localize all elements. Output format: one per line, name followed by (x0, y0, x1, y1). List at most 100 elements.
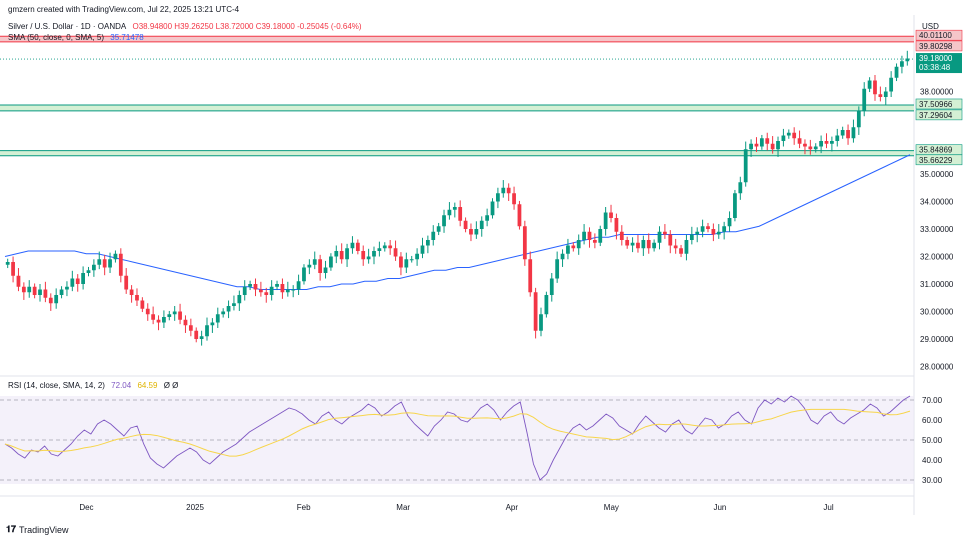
candle[interactable] (883, 91, 888, 98)
rsi-legend[interactable]: RSI (14, close, SMA, 14, 2) 72.04 64.59 … (8, 381, 182, 390)
candle[interactable] (118, 253, 123, 276)
candle[interactable] (43, 289, 48, 298)
candle[interactable] (21, 286, 26, 293)
candle[interactable] (512, 193, 516, 205)
candle[interactable] (603, 212, 608, 230)
candle[interactable] (501, 187, 506, 194)
candle[interactable] (404, 259, 409, 268)
candle[interactable] (652, 242, 657, 249)
candle[interactable] (668, 234, 673, 246)
support-zone[interactable] (0, 150, 914, 156)
candle[interactable] (124, 275, 129, 290)
tradingview-logo[interactable]: 𝟏𝟕 TradingView (6, 524, 69, 535)
candle[interactable] (560, 253, 565, 260)
candle[interactable] (32, 286, 37, 295)
candle[interactable] (743, 149, 748, 183)
candle[interactable] (856, 110, 861, 128)
candle[interactable] (205, 325, 209, 337)
candle[interactable] (59, 289, 64, 296)
candle[interactable] (140, 300, 145, 309)
candle[interactable] (781, 135, 786, 142)
candle[interactable] (889, 77, 894, 92)
candle[interactable] (312, 259, 317, 265)
candle[interactable] (689, 234, 694, 241)
sma-line[interactable] (4, 154, 911, 290)
candle[interactable] (399, 256, 403, 268)
candle[interactable] (813, 146, 818, 150)
candle[interactable] (232, 303, 236, 306)
candle[interactable] (318, 259, 323, 273)
candle[interactable] (307, 264, 312, 268)
candle[interactable] (296, 281, 301, 290)
candle[interactable] (716, 231, 721, 235)
candle[interactable] (679, 248, 683, 254)
candle[interactable] (738, 182, 743, 194)
candle[interactable] (210, 322, 215, 326)
candle[interactable] (393, 248, 398, 257)
candle[interactable] (329, 256, 333, 268)
candle[interactable] (646, 240, 651, 249)
candle[interactable] (425, 240, 430, 246)
candle[interactable] (776, 141, 780, 150)
candle[interactable] (285, 289, 290, 293)
candle[interactable] (840, 130, 845, 136)
candle[interactable] (770, 143, 775, 150)
candle[interactable] (835, 135, 840, 142)
candle[interactable] (517, 204, 522, 227)
candle[interactable] (334, 251, 339, 257)
candle[interactable] (549, 278, 554, 296)
candle[interactable] (135, 295, 139, 301)
candle[interactable] (436, 226, 441, 232)
candle[interactable] (70, 278, 75, 287)
candle[interactable] (706, 226, 710, 229)
candle[interactable] (571, 245, 576, 249)
candle[interactable] (65, 286, 69, 290)
candle[interactable] (830, 141, 834, 144)
candle[interactable] (215, 314, 220, 323)
candle[interactable] (846, 130, 850, 139)
candle[interactable] (302, 267, 306, 282)
candle[interactable] (54, 295, 59, 304)
candle[interactable] (366, 256, 371, 260)
candle[interactable] (576, 240, 581, 249)
candle[interactable] (544, 295, 549, 315)
candle[interactable] (269, 286, 274, 295)
candle[interactable] (5, 262, 10, 265)
candle[interactable] (388, 245, 393, 249)
candle[interactable] (242, 286, 247, 295)
candle[interactable] (630, 242, 635, 246)
candle[interactable] (803, 143, 807, 147)
candle[interactable] (108, 259, 112, 268)
candle[interactable] (372, 251, 376, 257)
candle[interactable] (275, 284, 279, 287)
candle[interactable] (162, 317, 166, 323)
candle[interactable] (539, 314, 543, 331)
candle[interactable] (522, 226, 527, 260)
candle[interactable] (808, 146, 813, 150)
candle[interactable] (765, 138, 770, 144)
candle[interactable] (102, 259, 107, 268)
candle[interactable] (609, 212, 613, 219)
candle[interactable] (663, 231, 667, 235)
candle[interactable] (16, 275, 21, 287)
candle[interactable] (194, 330, 199, 339)
rsi-sma-line[interactable] (4, 408, 911, 457)
candle[interactable] (905, 58, 910, 62)
candle[interactable] (442, 215, 446, 227)
candle[interactable] (97, 259, 102, 265)
candle[interactable] (636, 242, 640, 249)
candle[interactable] (625, 240, 630, 246)
candle[interactable] (458, 207, 463, 221)
candle[interactable] (598, 229, 603, 243)
candle[interactable] (619, 231, 624, 240)
candle[interactable] (873, 80, 877, 95)
resistance-zone[interactable] (0, 36, 914, 42)
candle[interactable] (900, 61, 904, 67)
candle[interactable] (496, 193, 500, 202)
candle[interactable] (355, 242, 360, 251)
candle[interactable] (38, 289, 42, 296)
candle[interactable] (199, 336, 204, 339)
candle[interactable] (188, 325, 193, 331)
candle[interactable] (614, 218, 619, 232)
